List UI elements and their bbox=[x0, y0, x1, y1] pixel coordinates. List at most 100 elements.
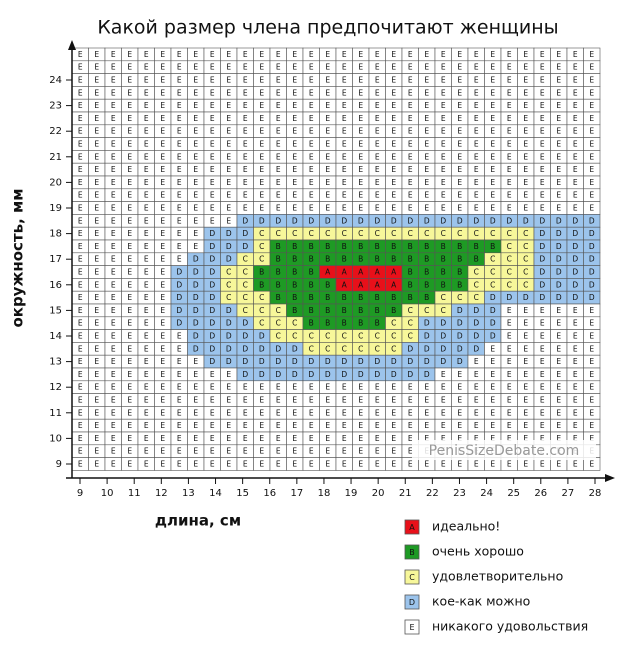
cell-letter: D bbox=[209, 293, 215, 302]
cell-letter: B bbox=[309, 280, 314, 289]
cell-letter: E bbox=[507, 332, 512, 341]
cell-letter: E bbox=[391, 408, 396, 417]
cell-letter: E bbox=[490, 127, 495, 136]
cell-letter: A bbox=[342, 268, 348, 277]
cell-letter: E bbox=[111, 370, 116, 379]
cell-letter: E bbox=[540, 357, 545, 366]
cell-letter: E bbox=[474, 127, 479, 136]
cell-letter: D bbox=[176, 293, 182, 302]
cell-letter: E bbox=[358, 165, 363, 174]
cell-letter: D bbox=[539, 242, 545, 251]
cell-letter: E bbox=[490, 191, 495, 200]
cell-letter: E bbox=[127, 76, 132, 85]
cell-letter: E bbox=[243, 63, 248, 72]
cell-letter: D bbox=[539, 229, 545, 238]
cell-letter: E bbox=[441, 421, 446, 430]
cell-letter: E bbox=[424, 204, 429, 213]
cell-letter: E bbox=[144, 127, 149, 136]
cell-letter: E bbox=[391, 101, 396, 110]
cell-letter: E bbox=[111, 306, 116, 315]
cell-letter: E bbox=[342, 421, 347, 430]
cell-letter: E bbox=[226, 216, 231, 225]
cell-letter: E bbox=[375, 50, 380, 59]
cell-letter: E bbox=[177, 255, 182, 264]
cell-letter: E bbox=[127, 127, 132, 136]
cell-letter: E bbox=[111, 242, 116, 251]
cell-letter: E bbox=[111, 178, 116, 187]
cell-letter: D bbox=[407, 344, 413, 353]
cell-letter: D bbox=[308, 357, 314, 366]
cell-letter: E bbox=[309, 88, 314, 97]
cell-letter: E bbox=[111, 88, 116, 97]
cell-letter: D bbox=[209, 306, 215, 315]
cell-letter: E bbox=[523, 370, 528, 379]
y-axis-title: окружность, мм bbox=[9, 188, 27, 327]
cell-letter: E bbox=[111, 216, 116, 225]
cell-letter: D bbox=[589, 229, 595, 238]
cell-letter: E bbox=[474, 114, 479, 123]
cell-letter: B bbox=[325, 242, 330, 251]
cell-letter: C bbox=[474, 293, 479, 302]
cell-letter: B bbox=[358, 242, 363, 251]
cell-letter: D bbox=[424, 319, 430, 328]
cell-letter: E bbox=[144, 88, 149, 97]
cell-letter: E bbox=[408, 434, 413, 443]
cell-letter: E bbox=[342, 114, 347, 123]
cell-letter: E bbox=[193, 242, 198, 251]
cell-letter: E bbox=[160, 421, 165, 430]
cell-letter: E bbox=[424, 408, 429, 417]
cell-letter: E bbox=[177, 114, 182, 123]
cell-letter: E bbox=[325, 63, 330, 72]
cell-letter: E bbox=[78, 306, 83, 315]
cell-letter: E bbox=[523, 460, 528, 469]
cell-letter: E bbox=[457, 50, 462, 59]
cell-letter: E bbox=[474, 421, 479, 430]
cell-letter: E bbox=[309, 101, 314, 110]
cell-letter: E bbox=[111, 408, 116, 417]
cell-letter: E bbox=[127, 178, 132, 187]
cell-letter: E bbox=[391, 178, 396, 187]
cell-letter: E bbox=[589, 88, 594, 97]
cell-letter: E bbox=[490, 165, 495, 174]
x-tick-label: 21 bbox=[399, 488, 412, 499]
cell-letter: B bbox=[342, 242, 347, 251]
cell-letter: E bbox=[160, 434, 165, 443]
cell-letter: E bbox=[243, 191, 248, 200]
cell-letter: E bbox=[375, 421, 380, 430]
cell-letter: A bbox=[358, 268, 364, 277]
cell-letter: E bbox=[94, 88, 99, 97]
cell-letter: E bbox=[457, 101, 462, 110]
cell-letter: B bbox=[457, 255, 462, 264]
cell-letter: C bbox=[259, 242, 264, 251]
chart-title: Какой размер члена предпочитают женщины bbox=[97, 17, 558, 39]
cell-letter: B bbox=[325, 319, 330, 328]
cell-letter: C bbox=[375, 332, 380, 341]
cell-letter: E bbox=[507, 76, 512, 85]
cell-letter: E bbox=[78, 63, 83, 72]
cell-letter: E bbox=[177, 344, 182, 353]
cell-letter: E bbox=[127, 242, 132, 251]
cell-letter: B bbox=[325, 280, 330, 289]
cell-letter: E bbox=[127, 255, 132, 264]
cell-letter: E bbox=[144, 460, 149, 469]
cell-letter: E bbox=[160, 242, 165, 251]
cell-letter: E bbox=[177, 140, 182, 149]
cell-letter: E bbox=[177, 434, 182, 443]
cell-letter: E bbox=[556, 50, 561, 59]
cell-letter: B bbox=[424, 255, 429, 264]
cell-letter: D bbox=[490, 293, 496, 302]
cell-letter: E bbox=[292, 127, 297, 136]
cell-letter: E bbox=[78, 152, 83, 161]
cell-letter: D bbox=[325, 216, 331, 225]
cell-letter: E bbox=[507, 421, 512, 430]
cell-letter: E bbox=[243, 421, 248, 430]
cell-letter: E bbox=[507, 178, 512, 187]
cell-letter: E bbox=[177, 396, 182, 405]
cell-letter: E bbox=[573, 306, 578, 315]
cell-letter: E bbox=[111, 293, 116, 302]
cell-letter: D bbox=[457, 319, 463, 328]
x-tick-label: 26 bbox=[534, 488, 547, 499]
cell-letter: E bbox=[589, 383, 594, 392]
cell-letter: E bbox=[540, 332, 545, 341]
cell-letter: E bbox=[94, 332, 99, 341]
